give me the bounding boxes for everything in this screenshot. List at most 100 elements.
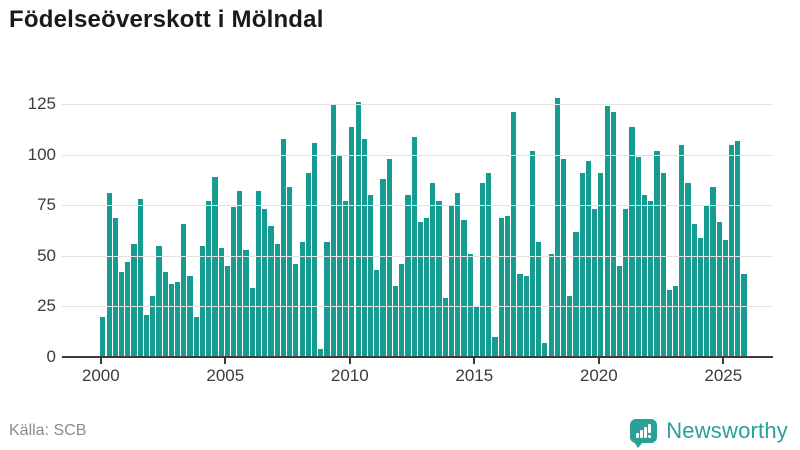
bar — [181, 223, 187, 357]
bar — [741, 274, 747, 357]
x-axis-label: 2020 — [579, 366, 618, 385]
bar — [187, 276, 193, 357]
speech-bubble-tail — [634, 442, 644, 448]
bar — [243, 249, 249, 357]
newsworthy-bar-chart-bubble-icon — [630, 419, 658, 448]
bar — [361, 138, 367, 357]
y-axis-label: 125 — [27, 94, 56, 114]
bar — [735, 140, 741, 357]
bar — [318, 348, 324, 357]
x-axis-label: 2015 — [455, 366, 494, 385]
x-axis-tick — [348, 358, 351, 364]
bar — [467, 253, 473, 357]
logo-exclamation-dot-icon — [648, 435, 651, 438]
bar — [417, 221, 423, 357]
bar — [218, 247, 224, 357]
bar — [430, 183, 436, 357]
logo-bar-icon — [636, 433, 639, 438]
gridline — [62, 306, 773, 308]
bar — [673, 286, 679, 357]
bar — [343, 201, 349, 357]
x-axis-tick — [473, 358, 476, 364]
bar — [411, 136, 417, 357]
bar — [598, 173, 604, 357]
bar — [536, 241, 542, 357]
bar — [118, 272, 125, 357]
bar — [654, 150, 660, 357]
bar — [330, 104, 336, 357]
bar — [710, 187, 716, 357]
bar — [511, 112, 517, 357]
bar — [100, 316, 106, 357]
y-axis-label: 0 — [46, 347, 56, 366]
bar — [106, 193, 112, 357]
bar — [206, 201, 212, 357]
x-axis-label: 2025 — [704, 366, 743, 385]
bar — [355, 102, 361, 357]
bar — [523, 276, 529, 357]
bar — [504, 215, 511, 357]
bar — [175, 282, 181, 357]
y-axis-label: 25 — [37, 296, 56, 316]
bar — [392, 286, 399, 357]
bar — [567, 296, 573, 357]
bar — [648, 201, 654, 357]
bar — [560, 158, 567, 357]
bar — [311, 142, 318, 357]
bar — [492, 336, 498, 357]
bar — [374, 270, 380, 357]
bar — [231, 207, 237, 357]
bar — [405, 195, 411, 357]
bar — [367, 195, 374, 357]
x-axis-label: 2000 — [81, 366, 120, 385]
x-axis-label: 2005 — [206, 366, 245, 385]
bar — [455, 193, 461, 357]
bar — [480, 183, 486, 357]
bar — [193, 316, 199, 357]
bar — [255, 191, 262, 357]
x-axis-line — [62, 356, 773, 358]
bar — [274, 243, 280, 357]
x-axis-tick — [99, 358, 102, 364]
bar — [399, 264, 405, 357]
bar — [287, 187, 293, 357]
bar — [212, 177, 218, 357]
bar — [150, 296, 156, 357]
bar — [461, 219, 467, 357]
bar — [436, 201, 442, 357]
x-axis-tick — [597, 358, 600, 364]
bar — [156, 245, 162, 357]
bar — [249, 288, 255, 357]
bar — [305, 173, 311, 357]
source-label: Källa: SCB — [9, 422, 87, 439]
bar — [268, 225, 274, 357]
bar — [722, 239, 728, 357]
bar — [442, 298, 448, 357]
bar — [299, 241, 305, 357]
bar — [691, 223, 697, 357]
gridline — [62, 205, 773, 207]
newsworthy-logo[interactable]: Newsworthy — [630, 415, 788, 448]
logo-bar-icon — [640, 430, 643, 438]
bar — [386, 158, 392, 357]
bar — [573, 231, 579, 357]
bar — [610, 112, 616, 357]
bar — [604, 106, 610, 357]
y-axis-label: 50 — [37, 245, 56, 265]
bar — [641, 195, 648, 357]
bar — [448, 205, 455, 357]
bar — [716, 221, 722, 357]
bar — [125, 262, 131, 357]
logo-bar-icon — [644, 427, 647, 438]
bar — [585, 160, 592, 357]
bar — [704, 205, 710, 357]
bar — [324, 241, 330, 357]
bar — [199, 245, 206, 357]
x-axis-label: 2010 — [330, 366, 369, 385]
bar — [137, 199, 143, 357]
bar — [623, 209, 629, 357]
bar — [168, 284, 174, 357]
bar — [592, 209, 598, 357]
y-axis-label: 75 — [37, 195, 56, 215]
bar — [498, 217, 504, 357]
